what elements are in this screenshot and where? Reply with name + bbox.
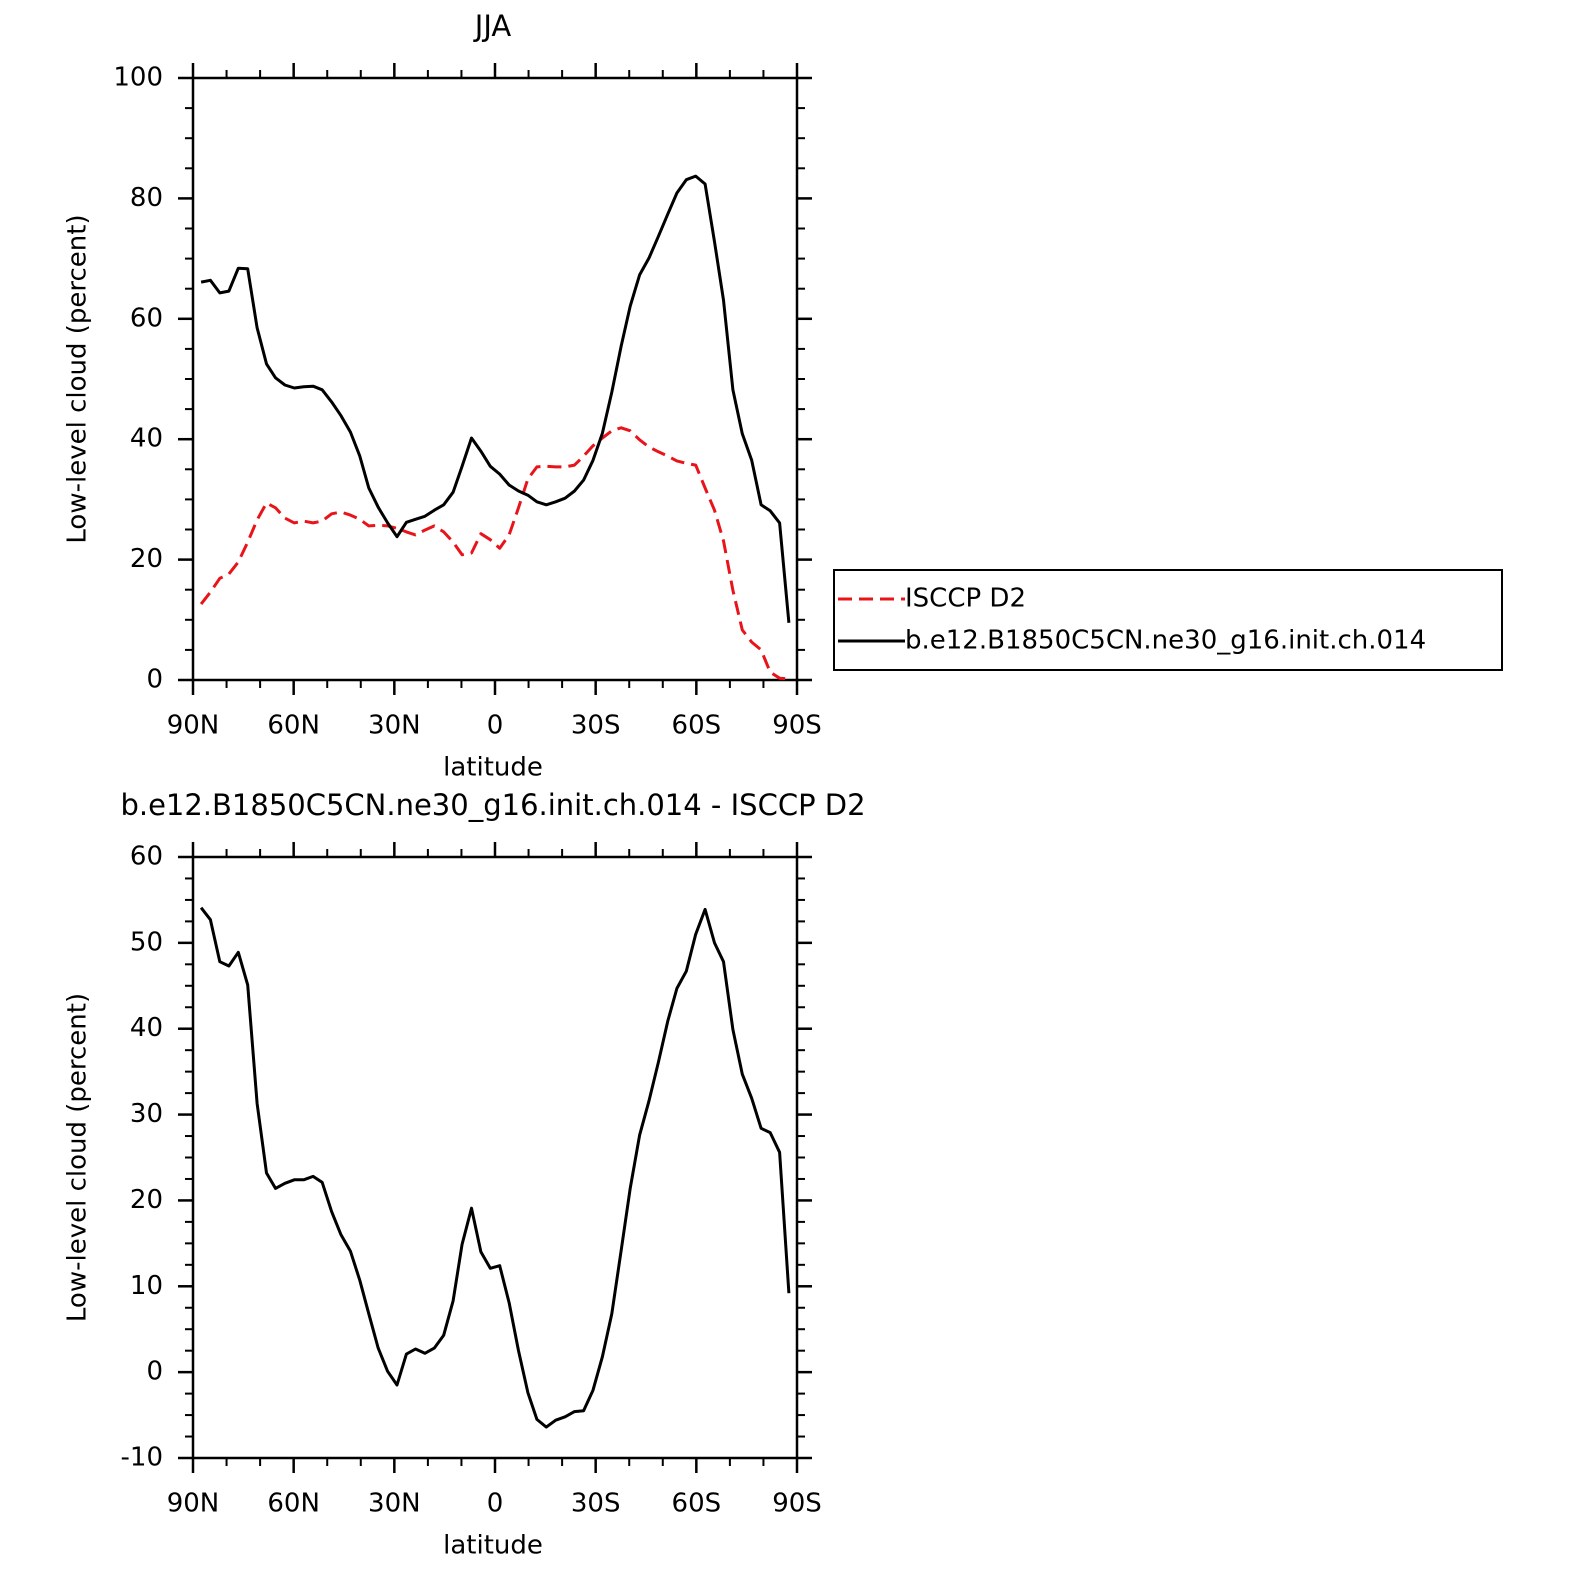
- y-tick-label: 20: [130, 544, 163, 574]
- plot-frame: [191, 855, 799, 1460]
- x-tick-label: 90N: [167, 1489, 220, 1519]
- x-axis-label: latitude: [443, 753, 543, 783]
- legend-label: ISCCP D2: [905, 584, 1026, 614]
- x-tick-label: 0: [487, 711, 504, 741]
- x-tick-label: 90S: [772, 1489, 822, 1519]
- x-tick-label: 90N: [167, 711, 220, 741]
- chart-title: b.e12.B1850C5CN.ne30_g16.init.ch.014 - I…: [120, 788, 865, 822]
- y-tick-label: 0: [146, 665, 163, 695]
- series-line: [199, 906, 791, 1429]
- y-axis-label: Low-level cloud (percent): [63, 993, 93, 1322]
- y-tick-label: 40: [130, 1013, 163, 1043]
- x-tick-label: 30S: [571, 711, 621, 741]
- x-tick-label: 30N: [368, 1489, 421, 1519]
- plot-frame: [191, 76, 799, 682]
- y-tick-label: 10: [130, 1271, 163, 1301]
- y-tick-label: 30: [130, 1099, 163, 1129]
- y-tick-label: 0: [146, 1357, 163, 1387]
- y-axis-label: Low-level cloud (percent): [63, 214, 93, 543]
- series-line: [200, 174, 791, 623]
- x-tick-label: 60N: [267, 711, 320, 741]
- chart-title: JJA: [473, 9, 512, 43]
- legend-label: b.e12.B1850C5CN.ne30_g16.init.ch.014: [905, 626, 1426, 656]
- y-tick-label: 60: [130, 303, 163, 333]
- y-tick-label: 100: [113, 63, 163, 93]
- y-tick-label: 80: [130, 183, 163, 213]
- x-axis-label: latitude: [443, 1531, 543, 1561]
- x-tick-label: 0: [487, 1489, 504, 1519]
- y-tick-label: -10: [121, 1443, 163, 1473]
- x-tick-label: 60S: [672, 711, 722, 741]
- series-line: [199, 426, 789, 681]
- x-tick-label: 30N: [368, 711, 421, 741]
- y-tick-label: 50: [130, 927, 163, 957]
- y-tick-label: 40: [130, 424, 163, 454]
- legend-box: [833, 569, 1503, 671]
- x-tick-label: 60N: [267, 1489, 320, 1519]
- x-tick-label: 60S: [672, 1489, 722, 1519]
- y-tick-label: 60: [130, 842, 163, 872]
- x-tick-label: 30S: [571, 1489, 621, 1519]
- y-tick-label: 20: [130, 1185, 163, 1215]
- x-tick-label: 90S: [772, 711, 822, 741]
